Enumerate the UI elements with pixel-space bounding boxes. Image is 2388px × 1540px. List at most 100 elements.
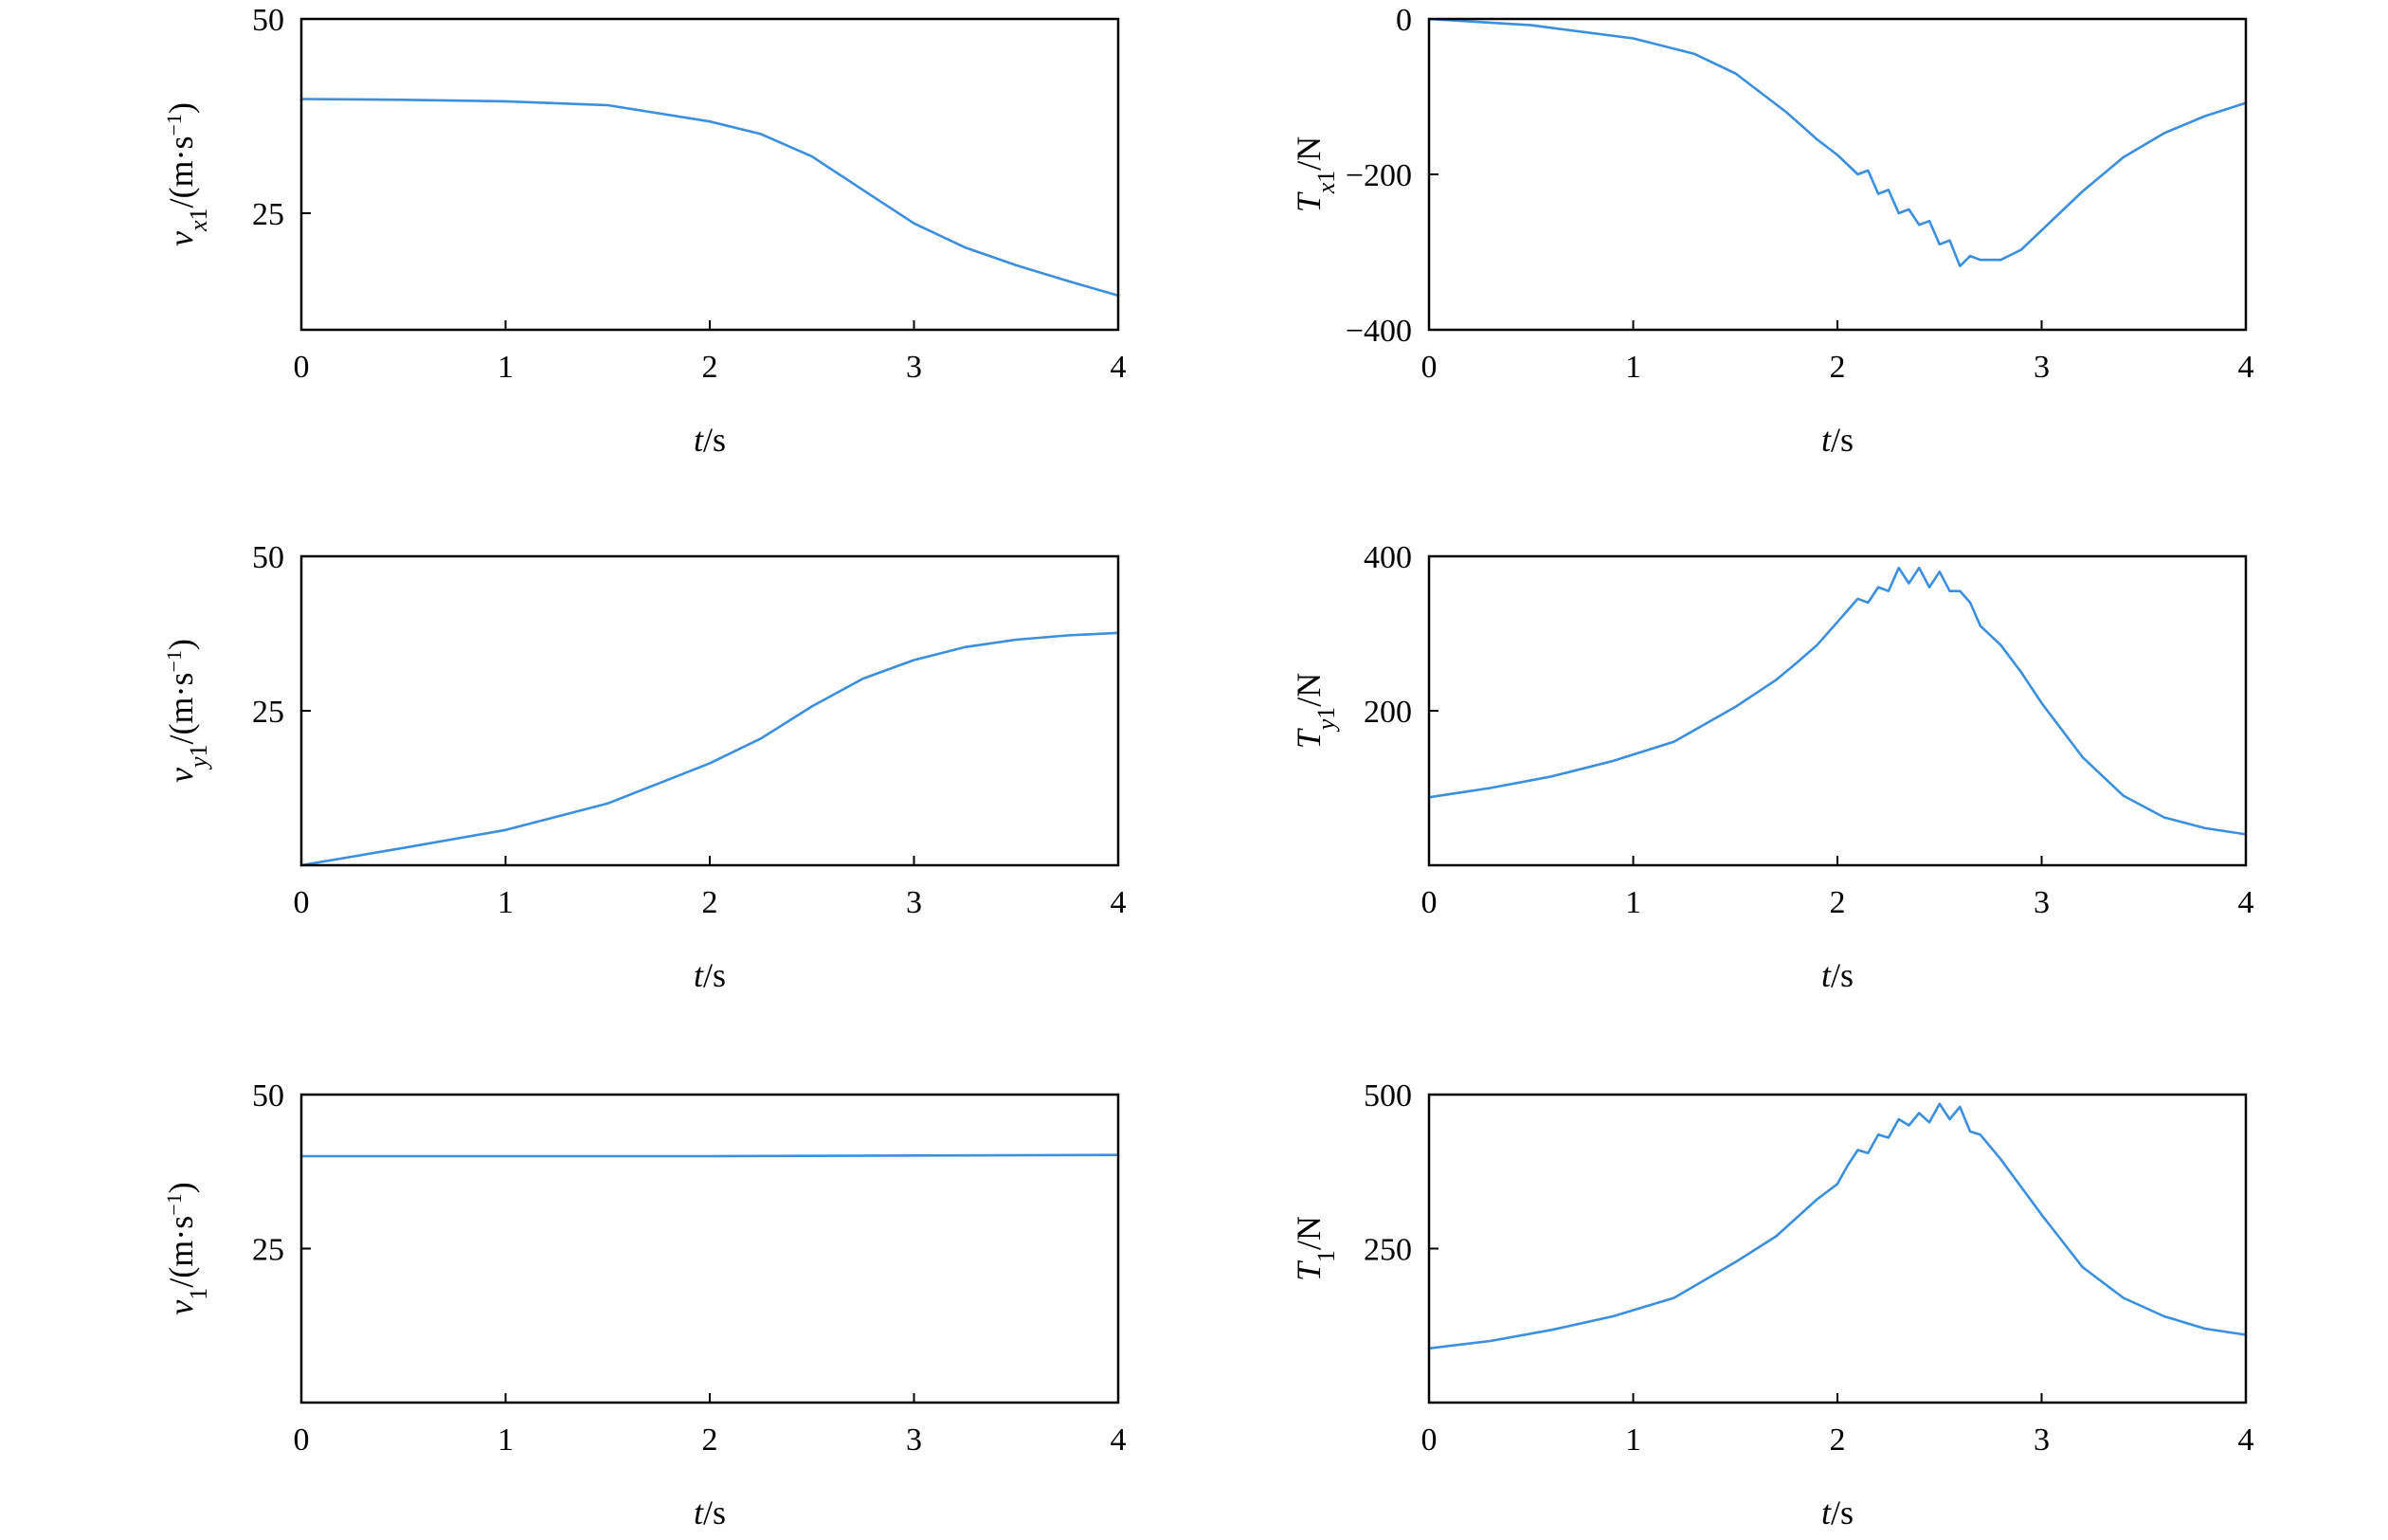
series-line-Ty1-0: [1427, 566, 2248, 836]
chart_data.3.xlabel_parts-part-0: t: [1821, 956, 1832, 994]
plot-frame-vy1: [299, 554, 1120, 867]
x-tick-label-Tx1-3: 3: [2034, 350, 2050, 385]
y-tick-label-Tx1-0: 0: [1396, 3, 1412, 38]
x-tick-label-Tx1-2: 2: [1830, 350, 1846, 385]
x-tick-label-vx1-3: 3: [906, 350, 922, 385]
chart_data.3.ylabel_parts-part-2: 1: [1312, 707, 1340, 719]
y-tick-label-v1-0: 25: [252, 1233, 284, 1268]
x-tick-label-Ty1-4: 4: [2238, 885, 2254, 920]
chart_data.5.xlabel_parts-part-0: t: [1821, 1494, 1832, 1531]
x-tick-label-Tx1-1: 1: [1625, 350, 1641, 385]
chart_data.4.xlabel_parts-part-1: /s: [703, 1494, 726, 1531]
y-axis-label-Tx1: Tx1/N: [1290, 136, 1340, 213]
chart_data.2.ylabel_parts-part-2: 1: [185, 744, 212, 756]
x-axis-label-Tx1: t/s: [1821, 421, 1854, 459]
y-tick-label-Ty1-1: 400: [1364, 540, 1412, 575]
plot-frame-T1: [1427, 1093, 2248, 1404]
plot-frame-Ty1: [1427, 554, 2248, 867]
chart_data.4.ylabel_parts-part-2: /(m·s: [162, 1216, 200, 1288]
chart_data.5.xlabel_parts-part-1: /s: [1831, 1494, 1854, 1531]
x-tick-label-Ty1-0: 0: [1421, 885, 1438, 920]
chart_data.1.ylabel_parts-part-0: T: [1290, 190, 1328, 212]
chart_data.4.ylabel_parts-part-3: −1: [162, 1193, 186, 1215]
chart_data.4.ylabel_parts-part-4: ): [162, 1182, 200, 1193]
x-tick-label-vx1-0: 0: [294, 350, 310, 385]
plot-frame-v1: [299, 1093, 1120, 1404]
panel-vy1: 0 1 2 3 4 25 50 t/s vy1/(m·s−1): [162, 540, 1127, 994]
chart_data.2.ylabel_parts-part-1: y: [185, 756, 212, 770]
y-axis-label-vy1: vy1/(m·s−1): [162, 639, 212, 783]
chart_data.4.ylabel_parts-part-1: 1: [185, 1288, 212, 1300]
chart_data.4.ylabel_parts-part-0: v: [162, 1300, 200, 1315]
chart_data.3.ylabel_parts-part-0: T: [1290, 727, 1328, 749]
series-line-v1-0: [299, 1153, 1120, 1158]
x-tick-label-vy1-1: 1: [498, 885, 514, 920]
chart_data.3.ylabel_parts-part-1: y: [1312, 718, 1340, 733]
x-tick-label-vx1-1: 1: [498, 350, 514, 385]
y-tick-label-v1-1: 50: [252, 1078, 284, 1114]
x-tick-label-v1-4: 4: [1111, 1422, 1127, 1458]
y-axis-label-v1: v1/(m·s−1): [162, 1182, 212, 1314]
y-tick-label-vy1-0: 25: [252, 695, 284, 730]
x-tick-label-vy1-2: 2: [702, 885, 718, 920]
chart_data.0.ylabel_parts-part-3: /(m·s: [162, 136, 200, 208]
x-tick-label-v1-3: 3: [906, 1422, 922, 1458]
x-tick-label-vy1-0: 0: [294, 885, 310, 920]
x-tick-label-vy1-3: 3: [906, 885, 922, 920]
x-tick-label-v1-0: 0: [294, 1422, 310, 1458]
y-tick-label-Tx1-1: −200: [1346, 158, 1412, 193]
x-tick-label-vx1-2: 2: [702, 350, 718, 385]
chart_data.2.ylabel_parts-part-5: ): [162, 639, 200, 650]
chart_data.0.ylabel_parts-part-0: v: [162, 231, 200, 246]
chart_data.0.ylabel_parts-part-1: x: [185, 220, 212, 232]
x-tick-label-Tx1-4: 4: [2238, 350, 2254, 385]
y-tick-label-T1-0: 250: [1364, 1233, 1412, 1268]
plot-frame-Tx1: [1427, 17, 2248, 332]
x-tick-label-T1-0: 0: [1421, 1422, 1438, 1458]
x-tick-label-T1-4: 4: [2238, 1422, 2254, 1458]
y-tick-label-vy1-1: 50: [252, 540, 284, 575]
x-axis-label-Ty1: t/s: [1821, 956, 1854, 994]
plot-frame-vx1: [299, 17, 1120, 332]
x-tick-label-Ty1-2: 2: [1830, 885, 1846, 920]
y-axis-label-Ty1: Ty1/N: [1290, 673, 1340, 750]
x-tick-label-v1-2: 2: [702, 1422, 718, 1458]
chart_data.2.xlabel_parts-part-0: t: [694, 956, 704, 994]
chart_data.2.xlabel_parts-part-1: /s: [703, 956, 726, 994]
y-tick-label-vx1-1: 50: [252, 3, 284, 38]
y-tick-label-Ty1-0: 200: [1364, 695, 1412, 730]
x-tick-label-T1-3: 3: [2034, 1422, 2050, 1458]
y-axis-label-T1: T1/N: [1290, 1216, 1340, 1281]
x-tick-label-Ty1-1: 1: [1625, 885, 1641, 920]
x-tick-label-T1-1: 1: [1625, 1422, 1641, 1458]
chart_data.3.xlabel_parts-part-1: /s: [1831, 956, 1854, 994]
chart_data.4.xlabel_parts-part-0: t: [694, 1494, 704, 1531]
chart_data.2.ylabel_parts-part-3: /(m·s: [162, 672, 200, 744]
series-line-Tx1-0: [1427, 17, 2248, 268]
x-tick-label-T1-2: 2: [1830, 1422, 1846, 1458]
series-line-vx1-0: [299, 98, 1120, 298]
y-tick-label-vx1-0: 25: [252, 197, 284, 232]
chart_data.0.ylabel_parts-part-4: −1: [162, 114, 186, 136]
x-tick-label-Tx1-0: 0: [1421, 350, 1438, 385]
chart_data.3.ylabel_parts-part-3: /N: [1290, 673, 1328, 707]
chart_data.1.xlabel_parts-part-0: t: [1821, 421, 1832, 459]
x-axis-label-v1: t/s: [694, 1494, 726, 1531]
chart_data.1.ylabel_parts-part-3: /N: [1290, 136, 1328, 171]
chart_data.1.ylabel_parts-part-2: 1: [1312, 171, 1340, 183]
chart_data.5.ylabel_parts-part-1: 1: [1312, 1250, 1340, 1262]
chart_data.0.ylabel_parts-part-5: ): [162, 102, 200, 114]
x-tick-label-vy1-4: 4: [1111, 885, 1127, 920]
chart_data.1.ylabel_parts-part-1: x: [1312, 182, 1340, 194]
y-axis-label-vx1: vx1/(m·s−1): [162, 102, 212, 246]
chart_data.0.ylabel_parts-part-2: 1: [185, 208, 212, 220]
x-tick-label-v1-1: 1: [498, 1422, 514, 1458]
series-line-T1-0: [1427, 1102, 2248, 1350]
x-tick-label-vx1-4: 4: [1111, 350, 1127, 385]
x-axis-label-T1: t/s: [1821, 1494, 1854, 1531]
